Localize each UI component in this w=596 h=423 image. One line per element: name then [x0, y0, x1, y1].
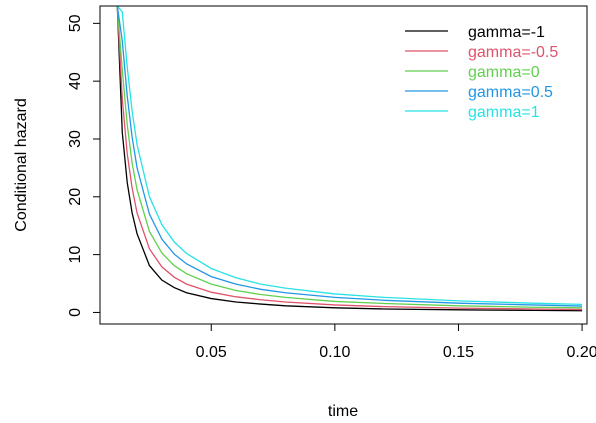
legend-label-3: gamma=0.5: [468, 84, 553, 101]
x-tick-label: 0.10: [319, 344, 350, 361]
legend-label-0: gamma=-1: [468, 24, 545, 41]
series-layer: [116, 6, 583, 312]
y-tick-label: 50: [67, 14, 84, 32]
legend-label-4: gamma=1: [468, 104, 540, 121]
x-tick-label: 0.05: [196, 344, 227, 361]
x-tick-label: 0.15: [443, 344, 474, 361]
x-axis: 0.05 0.10 0.15 0.20: [196, 323, 596, 361]
x-axis-label: time: [328, 403, 358, 420]
series-line-4: [116, 6, 583, 305]
y-tick-label: 10: [67, 246, 84, 264]
y-tick-label: 40: [67, 72, 84, 90]
y-tick-label: 20: [67, 188, 84, 206]
legend: gamma=-1 gamma=-0.5 gamma=0 gamma=0.5 gamma=…: [405, 24, 558, 121]
series-line-1: [116, 6, 583, 311]
y-tick-label: 0: [67, 308, 84, 317]
y-axis: 0 10 20 30 40 50: [67, 14, 101, 317]
series-line-0: [116, 6, 583, 312]
legend-label-2: gamma=0: [468, 64, 540, 81]
x-tick-label: 0.20: [566, 344, 596, 361]
y-axis-label: Conditional hazard: [13, 98, 30, 231]
series-line-2: [116, 6, 583, 309]
y-tick-label: 30: [67, 130, 84, 148]
legend-label-1: gamma=-0.5: [468, 44, 558, 61]
series-line-3: [116, 6, 583, 307]
